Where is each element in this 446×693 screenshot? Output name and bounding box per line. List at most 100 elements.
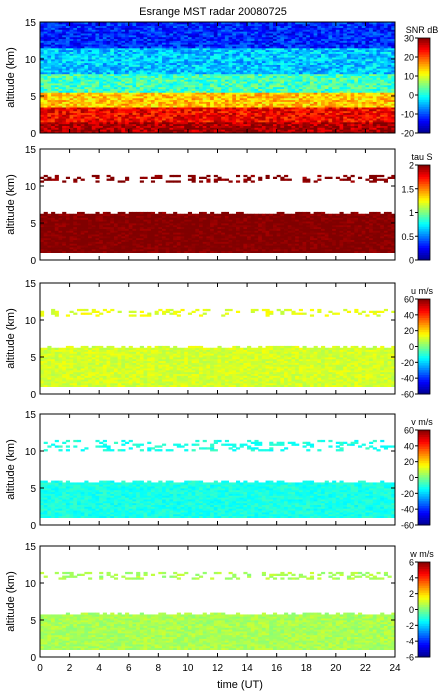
heatmap-cell [298,131,303,134]
heatmap-cell [372,112,377,115]
heatmap-cell [99,123,104,126]
heatmap-cell [280,116,285,119]
heatmap-cell [99,101,104,104]
heatmap-cell [276,125,281,128]
heatmap-cell [187,112,193,115]
heatmap-cell [176,123,181,126]
heatmap-cell [350,131,355,134]
heatmap-cell [224,97,229,101]
heatmap-cell [361,112,366,115]
heatmap-cell [276,123,281,126]
heatmap-cell [306,127,311,130]
heatmap-cell [306,120,311,123]
heatmap-cell [88,92,93,95]
heatmap-cell [91,107,96,110]
heatmap-cell [213,118,218,121]
heatmap-cell [43,92,48,95]
heatmap-cell [354,125,359,128]
heatmap-cell [224,129,229,132]
heatmap-cell [261,108,266,112]
heatmap-cell [206,123,211,126]
heatmap-cell [173,110,178,114]
heatmap-cell [65,101,70,104]
heatmap-cell [380,129,385,132]
heatmap-cell [391,107,396,110]
heatmap-cell [154,94,159,97]
heatmap-cell [376,131,381,134]
heatmap-cell [117,96,122,99]
heatmap-cell [158,118,163,121]
heatmap-cell [195,96,200,99]
heatmap-cell [169,118,174,121]
heatmap-cell [199,107,204,110]
heatmap-cell [162,101,167,104]
heatmap-cell [165,107,170,110]
heatmap-cell [235,96,241,99]
heatmap-cell [258,94,263,97]
heatmap-cell [128,96,133,99]
heatmap-cell [40,105,45,108]
heatmap-cell [62,96,67,99]
heatmap-cell [184,96,189,99]
heatmap-cell [143,112,148,115]
heatmap-cell [121,129,126,132]
heatmap-cell [76,105,82,108]
heatmap-cell [224,127,229,130]
heatmap-cell [121,99,126,102]
heatmap-cell [173,103,178,106]
heatmap-cell [387,129,392,132]
heatmap-cell [73,118,78,121]
heatmap-cell [43,99,48,102]
heatmap-cell [106,123,111,126]
heatmap-cell [258,120,263,123]
heatmap-cell [91,105,96,108]
heatmap-cell [95,99,100,102]
heatmap-cell [224,118,229,121]
heatmap-cell [73,127,78,130]
heatmap-cell [372,110,377,114]
heatmap-cell [350,108,355,112]
heatmap-cell [173,107,178,110]
heatmap-cell [221,123,226,126]
heatmap-cell [80,107,85,110]
heatmap-cell [206,120,211,123]
heatmap-cell [173,112,178,115]
heatmap-cell [295,116,300,119]
heatmap-cell [291,127,296,130]
heatmap-cell [162,129,167,132]
heatmap-cell [206,99,211,102]
heatmap-cell [228,125,233,128]
heatmap-cell [136,114,141,117]
heatmap-cell [199,92,204,95]
heatmap-cell [88,101,93,104]
heatmap-cell [121,97,126,101]
heatmap-cell [47,99,52,102]
heatmap-cell [350,110,355,114]
heatmap-cell [99,99,104,102]
heatmap-cell [162,97,167,101]
heatmap-cell [239,99,244,102]
heatmap-cell [73,92,78,95]
heatmap-cell [199,108,204,112]
heatmap-cell [84,121,89,125]
heatmap-cell [143,121,148,125]
heatmap-cell [232,94,237,97]
heatmap-cell [147,96,152,99]
heatmap-cell [309,131,315,134]
heatmap-cell [43,129,48,132]
heatmap-cell [335,131,340,134]
heatmap-cell [58,99,63,102]
heatmap-cell [265,97,270,101]
heatmap-cell [243,103,248,106]
heatmap-cell [213,92,218,95]
heatmap-cell [287,114,292,117]
heatmap-cell [80,108,85,112]
heatmap-cell [102,99,107,102]
heatmap-cell [150,97,156,101]
heatmap-cell [328,112,333,115]
heatmap-cell [332,118,337,121]
heatmap-cell [62,131,67,134]
heatmap-cell [150,110,156,114]
heatmap-cell [228,110,233,114]
heatmap-cell [313,107,318,110]
